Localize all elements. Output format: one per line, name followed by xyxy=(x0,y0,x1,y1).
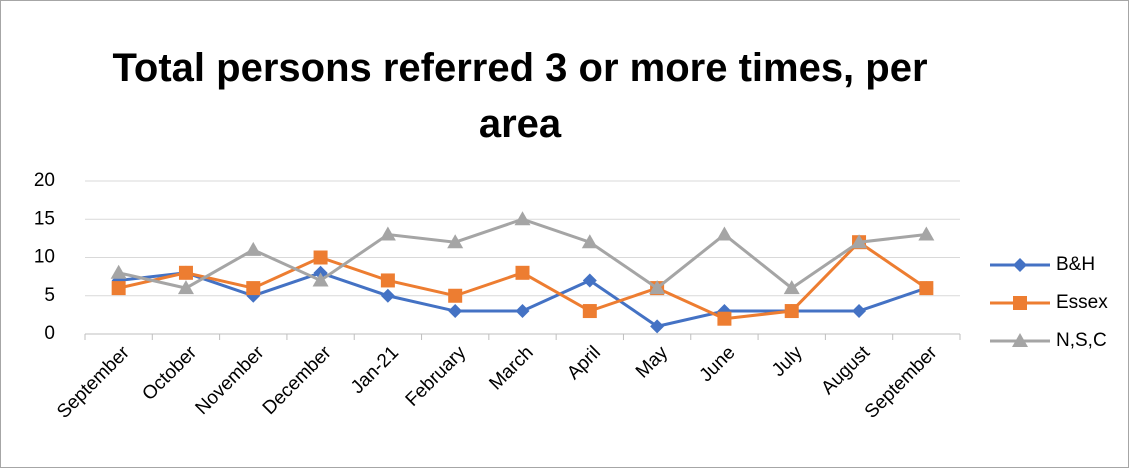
x-tick-label: May xyxy=(632,342,673,383)
marker xyxy=(650,319,665,334)
marker xyxy=(110,264,127,279)
legend-label: N,S,C xyxy=(1056,330,1107,351)
marker xyxy=(447,234,464,249)
x-tick-label: April xyxy=(563,342,605,384)
x-tick-label: October xyxy=(138,342,201,405)
marker xyxy=(784,304,799,319)
marker xyxy=(649,280,666,295)
marker xyxy=(581,234,598,249)
marker xyxy=(716,226,733,241)
x-tick-label: March xyxy=(485,342,537,394)
marker xyxy=(313,250,328,265)
marker xyxy=(379,226,396,241)
marker xyxy=(111,281,126,296)
marker xyxy=(582,273,597,288)
y-tick-label: 15 xyxy=(34,208,55,229)
legend-label: B&H xyxy=(1056,254,1095,275)
y-tick-label: 0 xyxy=(44,323,55,344)
x-tick-label: September xyxy=(861,342,942,423)
x-tick-label: August xyxy=(817,342,874,399)
series-line xyxy=(118,271,927,328)
marker xyxy=(783,280,800,295)
y-tick-label: 20 xyxy=(34,170,55,191)
chart-title: Total persons referred 3 or more times, … xyxy=(112,46,928,146)
marker xyxy=(918,226,935,241)
marker xyxy=(717,311,732,326)
marker xyxy=(515,304,530,319)
marker xyxy=(852,304,867,319)
marker xyxy=(177,280,194,295)
x-tick-label: September xyxy=(53,342,134,423)
legend-label: Essex xyxy=(1056,292,1108,313)
x-tick-label: Jan-21 xyxy=(347,342,403,398)
marker xyxy=(178,265,193,280)
y-tick-label: 10 xyxy=(34,247,55,268)
y-tick-label: 5 xyxy=(44,285,55,306)
x-tick-label: November xyxy=(192,342,269,419)
x-tick-label: June xyxy=(696,342,740,386)
marker xyxy=(245,241,262,256)
marker xyxy=(448,304,463,319)
marker xyxy=(1012,333,1028,347)
marker xyxy=(919,281,934,296)
marker xyxy=(312,272,329,287)
marker xyxy=(380,288,395,303)
marker xyxy=(380,273,395,288)
marker xyxy=(448,288,463,303)
marker xyxy=(1013,258,1027,272)
marker xyxy=(514,211,531,226)
marker xyxy=(851,234,868,249)
marker xyxy=(246,281,261,296)
x-tick-label: February xyxy=(402,342,471,411)
x-tick-label: July xyxy=(768,342,807,381)
x-tick-label: December xyxy=(259,342,336,419)
marker xyxy=(582,304,597,319)
marker xyxy=(515,265,530,280)
marker xyxy=(1013,296,1027,310)
